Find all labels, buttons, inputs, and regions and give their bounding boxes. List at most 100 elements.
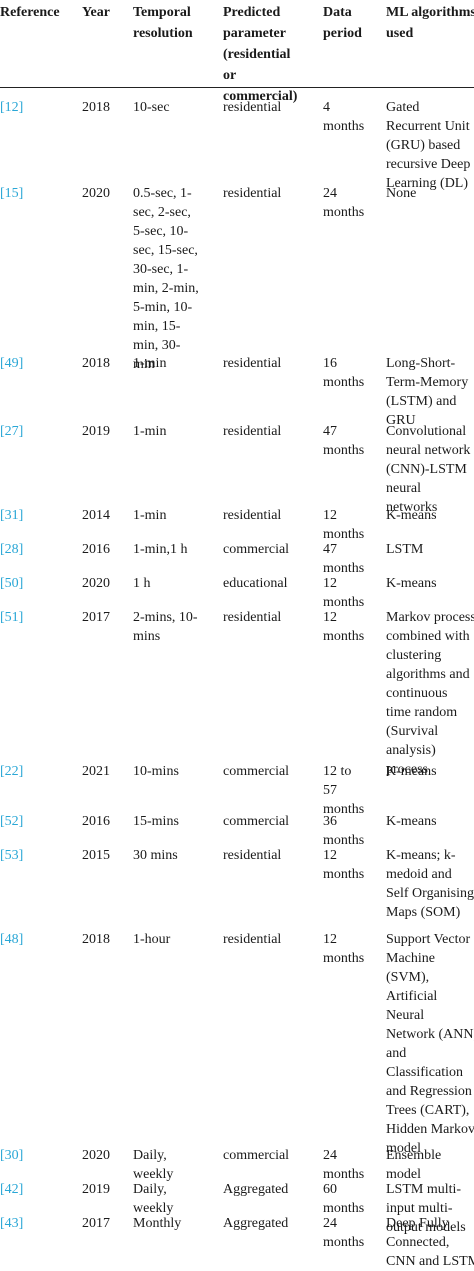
- cell-line: 30 mins: [133, 848, 178, 863]
- cell-line: None: [386, 186, 417, 201]
- cell-line: Neural: [386, 1008, 425, 1023]
- cell-line: residential: [223, 356, 282, 371]
- cell-line: 12: [323, 508, 337, 523]
- cell-data-period: 36 months: [323, 812, 364, 850]
- cell-predicted-parameter: commercial: [223, 762, 289, 781]
- cell-line: Connected,: [386, 1235, 450, 1250]
- cell-line: sec, 15-sec,: [133, 243, 198, 258]
- cell-reference[interactable]: [30]: [0, 1148, 24, 1163]
- cell-ml-algorithms: K-means: [386, 762, 437, 781]
- header-predicted-parameter: Predicted parameter (residential or commerci…: [223, 2, 297, 107]
- cell-ml-algorithms: K-means: [386, 506, 437, 525]
- cell-line: Recurrent Unit: [386, 119, 470, 134]
- cell-line: K-means: [386, 814, 437, 829]
- cell-line: min, 15-: [133, 319, 181, 334]
- cell-line: 24: [323, 1148, 337, 1163]
- cell-temporal-resolution: 1 h: [133, 574, 151, 593]
- header-line: Data: [323, 5, 352, 20]
- cell-reference[interactable]: [22]: [0, 764, 24, 779]
- cell-ml-algorithms: None: [386, 184, 416, 203]
- cell-line: 0.5-sec, 1-: [133, 186, 192, 201]
- cell-predicted-parameter: residential: [223, 608, 281, 627]
- cell-reference[interactable]: [43]: [0, 1216, 24, 1231]
- cell-reference[interactable]: [48]: [0, 932, 24, 947]
- cell-predicted-parameter: Aggregated: [223, 1180, 288, 1199]
- cell-line: months: [323, 205, 365, 220]
- header-data-period: Data period: [323, 2, 362, 44]
- header-divider: [0, 87, 474, 88]
- cell-line: and Regression: [386, 1084, 472, 1099]
- cell-line: Deep Fully: [386, 1216, 449, 1231]
- cell-line: sec, 2-sec,: [133, 205, 191, 220]
- cell-line: months: [323, 119, 365, 134]
- cell-predicted-parameter: Aggregated: [223, 1214, 288, 1233]
- cell-temporal-resolution: 1-hour: [133, 930, 170, 949]
- cell-data-period: 12 months: [323, 506, 364, 544]
- cell-line: months: [323, 375, 365, 390]
- cell-reference[interactable]: [31]: [0, 508, 24, 523]
- cell-reference[interactable]: [49]: [0, 356, 24, 371]
- cell-line: 16: [323, 356, 337, 371]
- cell-reference[interactable]: [15]: [0, 186, 24, 201]
- cell-temporal-resolution: 10-sec: [133, 98, 170, 117]
- cell-line: 1 h: [133, 576, 151, 591]
- cell-line: months: [323, 951, 365, 966]
- cell-line: mins: [133, 629, 161, 644]
- cell-line: Artificial: [386, 989, 438, 1004]
- cell-line: and: [386, 1046, 407, 1061]
- header-year: Year: [82, 2, 110, 23]
- cell-temporal-resolution: 1-min: [133, 422, 166, 441]
- cell-line: months: [323, 629, 365, 644]
- cell-line: time random: [386, 705, 458, 720]
- cell-line: 24: [323, 186, 337, 201]
- cell-year: 2019: [82, 1182, 110, 1197]
- cell-predicted-parameter: residential: [223, 930, 281, 949]
- header-reference: Reference: [0, 2, 60, 23]
- cell-line: Ensemble: [386, 1148, 442, 1163]
- cell-line: 57: [323, 783, 337, 798]
- cell-line: (SVM),: [386, 970, 430, 985]
- cell-predicted-parameter: residential: [223, 846, 281, 865]
- cell-line: Self Organising: [386, 886, 474, 901]
- cell-line: residential: [223, 848, 282, 863]
- cell-year: 2017: [82, 1216, 110, 1231]
- cell-year: 2016: [82, 814, 110, 829]
- cell-line: months: [323, 867, 365, 882]
- cell-reference[interactable]: [27]: [0, 424, 24, 439]
- cell-line: Long-Short-: [386, 356, 456, 371]
- cell-ml-algorithms: K-means; k-medoid and Self Organising Maps…: [386, 846, 474, 922]
- cell-line: (LSTM) and: [386, 394, 457, 409]
- cell-ml-algorithms: Long-Short- Term-Memory (LSTM) and GRU: [386, 354, 468, 430]
- cell-reference[interactable]: [53]: [0, 848, 24, 863]
- cell-line: (CNN)-LSTM: [386, 462, 467, 477]
- cell-reference[interactable]: [50]: [0, 576, 24, 591]
- cell-reference[interactable]: [52]: [0, 814, 24, 829]
- cell-line: LSTM: [386, 542, 424, 557]
- cell-data-period: 4 months: [323, 98, 364, 136]
- cell-line: commercial: [223, 1148, 290, 1163]
- cell-line: residential: [223, 186, 282, 201]
- cell-reference[interactable]: [51]: [0, 610, 24, 625]
- cell-line: months: [323, 1201, 365, 1216]
- cell-reference[interactable]: [42]: [0, 1182, 24, 1197]
- cell-line: CNN and LSTM: [386, 1254, 474, 1269]
- cell-line: 12 to: [323, 764, 352, 779]
- cell-ml-algorithms: K-means: [386, 812, 437, 831]
- cell-year: 2014: [82, 508, 110, 523]
- cell-year: 2018: [82, 356, 110, 371]
- cell-year: 2016: [82, 542, 110, 557]
- cell-data-period: 24 months: [323, 184, 364, 222]
- cell-line: 10-sec: [133, 100, 170, 115]
- cell-year: 2020: [82, 1148, 110, 1163]
- cell-reference[interactable]: [12]: [0, 100, 24, 115]
- cell-predicted-parameter: educational: [223, 574, 288, 593]
- cell-ml-algorithms: Markov process combined with clustering alg…: [386, 608, 474, 779]
- cell-ml-algorithms: Deep Fully Connected, CNN and LSTM: [386, 1214, 474, 1271]
- cell-line: 5-min, 10-: [133, 300, 193, 315]
- cell-reference[interactable]: [28]: [0, 542, 24, 557]
- cell-line: 12: [323, 932, 337, 947]
- cell-line: 1-hour: [133, 932, 171, 947]
- cell-line: Daily,: [133, 1182, 167, 1197]
- cell-line: 12: [323, 848, 337, 863]
- cell-line: Daily,: [133, 1148, 167, 1163]
